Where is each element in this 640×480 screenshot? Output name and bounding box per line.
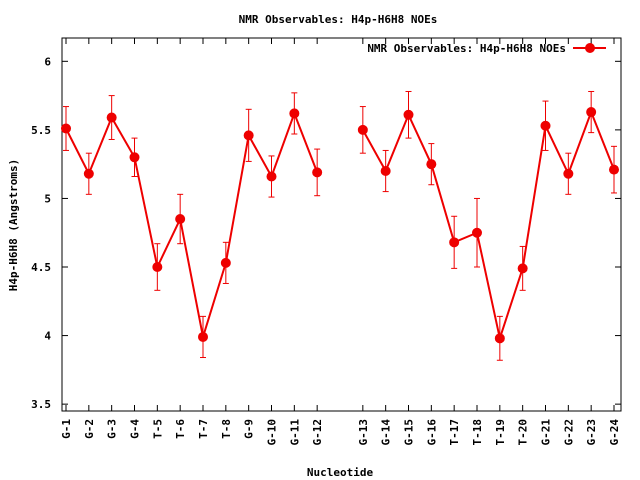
x-tick-label: G-11 [288, 419, 301, 446]
y-tick-label: 5 [44, 192, 51, 205]
data-point [83, 168, 94, 179]
data-point [129, 152, 140, 163]
legend: NMR Observables: H4p-H6H8 NOEs [367, 42, 606, 55]
x-tick-label: G-24 [608, 419, 621, 446]
x-axis-label: Nucleotide [307, 466, 374, 479]
x-tick-label: G-1 [60, 419, 73, 439]
data-point [472, 227, 482, 238]
x-tick-label: G-23 [585, 419, 598, 446]
x-tick-label: G-16 [425, 419, 438, 446]
x-tick-label: G-2 [83, 419, 96, 439]
data-point [175, 214, 186, 225]
x-tick-label: G-22 [562, 419, 575, 446]
x-tick-label: G-9 [243, 419, 256, 439]
plot-area: 3.5 4 4.5 5 5.5 6 G-1 G-2 G-3 G-4 T-5 T-6 T-7 T-8 G-9 G… [31, 37, 622, 446]
x-tick-label: T-6 [174, 419, 187, 439]
x-tick-label: T-8 [220, 419, 233, 439]
x-tick-label: T-19 [494, 419, 507, 446]
y-tick-label: 4.5 [31, 261, 51, 274]
data-point [609, 164, 619, 175]
y-tick-label: 5.5 [31, 124, 51, 137]
data-point [289, 108, 300, 119]
chart-title: NMR Observables: H4p-H6H8 NOEs [239, 13, 438, 26]
plot-frame [61, 37, 622, 412]
data-point [152, 262, 163, 273]
x-tick-label: G-4 [129, 419, 142, 439]
x-tick-label: G-10 [266, 419, 279, 446]
data-point [106, 112, 117, 123]
series-line [361, 109, 615, 343]
data-point [563, 168, 574, 179]
x-tick-label: G-21 [540, 419, 553, 446]
x-tick-label: T-5 [151, 419, 164, 439]
data-point [61, 123, 71, 134]
x-tick-label: G-12 [311, 419, 324, 446]
y-tick-label: 4 [44, 330, 51, 343]
data-point [517, 263, 528, 274]
x-tick-label: G-3 [106, 419, 119, 439]
x-tick-label: T-18 [471, 419, 484, 446]
x-tick-label: G-15 [403, 419, 416, 446]
y-axis-label: H4p-H6H8 (Angstroms) [7, 159, 20, 291]
x-tick-label: T-20 [517, 419, 530, 446]
x-tick-label: T-17 [448, 419, 461, 446]
y-tick-label: 3.5 [31, 398, 51, 411]
data-point [198, 331, 208, 342]
data-point [357, 124, 368, 135]
data-point [426, 159, 437, 170]
legend-marker-swatch [585, 43, 595, 53]
x-tick-label: G-13 [357, 419, 370, 446]
x-tick-label: T-7 [197, 419, 210, 439]
data-point [380, 166, 391, 177]
series-line [65, 110, 319, 338]
data-point [540, 120, 551, 131]
data-point [220, 257, 231, 268]
data-point [494, 333, 505, 344]
data-point [312, 167, 323, 178]
data-point [243, 130, 254, 141]
legend-label: NMR Observables: H4p-H6H8 NOEs [367, 42, 566, 55]
data-point [403, 109, 414, 120]
y-tick-label: 6 [44, 55, 51, 68]
x-tick-label: G-14 [380, 419, 393, 446]
data-point [586, 107, 597, 118]
data-point [449, 237, 460, 248]
data-point [266, 171, 277, 182]
